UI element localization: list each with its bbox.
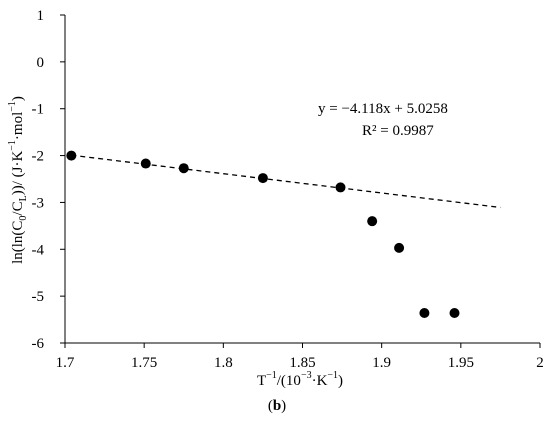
y-tick-label: -5 <box>32 289 45 305</box>
y-tick-label: -1 <box>32 102 45 118</box>
trendline <box>71 154 501 209</box>
trendline-equation: y = −4.118x + 5.0258 <box>318 101 448 117</box>
y-tick-label: -4 <box>32 242 45 258</box>
data-point <box>419 308 430 319</box>
x-tick-label: 1.8 <box>214 355 233 371</box>
x-tick-label: 1.95 <box>448 355 474 371</box>
x-tick-label: 1.7 <box>56 355 75 371</box>
y-tick-label: -3 <box>32 195 45 211</box>
trendline-r-squared: R² = 0.9987 <box>362 123 434 139</box>
y-tick-label: -2 <box>32 149 45 165</box>
x-tick-label: 1.75 <box>131 355 157 371</box>
y-axis-label: ln(ln(C0/CL))/ (J·K−1·mol−1) <box>7 96 29 264</box>
data-point <box>66 150 77 161</box>
data-point <box>257 173 268 184</box>
data-point <box>178 163 189 174</box>
x-tick-label: 1.85 <box>289 355 315 371</box>
panel-label: (b) <box>268 398 286 414</box>
data-point <box>449 308 460 319</box>
data-point <box>367 216 378 227</box>
x-axis-label: T−1/(10−3·K−1) <box>257 370 343 389</box>
plot-area: 1 0 -1 -2 -3 -4 -5 -6 1.7 1.75 1.8 1.85 1.9 1.95 2 <box>32 8 544 371</box>
data-point <box>140 158 151 169</box>
data-point <box>335 182 346 193</box>
y-tick-label: 0 <box>37 55 45 71</box>
y-tick-label: -6 <box>32 336 45 352</box>
data-point <box>394 242 405 253</box>
x-tick-label: 1.9 <box>372 355 391 371</box>
x-tick-label: 2 <box>536 355 544 371</box>
y-tick-label: 1 <box>37 8 45 24</box>
